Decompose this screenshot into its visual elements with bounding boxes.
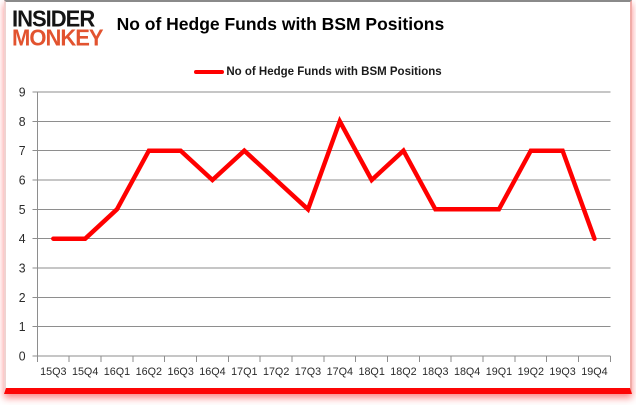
chart-title: No of Hedge Funds with BSM Positions — [116, 14, 445, 34]
x-axis-label: 15Q3 — [40, 366, 66, 378]
x-axis-label: 19Q3 — [549, 366, 575, 378]
logo-line-monkey: MONKEY — [12, 24, 104, 51]
x-axis-label: 19Q2 — [518, 366, 544, 378]
x-axis-label: 17Q3 — [295, 366, 321, 378]
x-axis-label: 15Q4 — [72, 366, 98, 378]
y-axis-label: 6 — [19, 173, 26, 187]
x-axis-label: 16Q1 — [104, 366, 130, 378]
y-axis-label: 0 — [19, 349, 26, 363]
x-axis-label: 16Q4 — [199, 366, 225, 378]
x-axis-label: 16Q3 — [167, 366, 193, 378]
y-axis-label: 2 — [19, 291, 26, 305]
line-chart-svg: 0 1 2 3 4 5 6 7 8 9 15Q3 15Q4 16Q1 16Q2 16Q3 16Q4 17Q1 17… — [19, 85, 611, 378]
chart-area: 0 1 2 3 4 5 6 7 8 9 15Q3 15Q4 16Q1 16Q2 16Q3 16Q4 17Q1 17… — [6, 84, 630, 389]
legend-line-swatch — [194, 70, 225, 74]
x-axis-label: 17Q1 — [231, 366, 257, 378]
header: INSIDER MONKEY No of Hedge Funds with BS… — [6, 2, 630, 57]
x-axis-label: 17Q2 — [263, 366, 289, 378]
legend: No of Hedge Funds with BSM Positions — [6, 64, 630, 80]
x-axis-label: 19Q1 — [486, 366, 512, 378]
x-axis-label: 18Q3 — [422, 366, 448, 378]
y-axis-label: 3 — [19, 261, 26, 275]
x-axis-label: 19Q4 — [581, 366, 607, 378]
y-axis-label: 7 — [19, 144, 26, 158]
y-axis-label: 9 — [19, 85, 26, 99]
x-axis-label: 18Q1 — [358, 366, 384, 378]
y-axis-label: 4 — [19, 232, 26, 246]
x-axis-label: 18Q2 — [390, 366, 416, 378]
chart-card: INSIDER MONKEY No of Hedge Funds with BS… — [4, 0, 632, 394]
y-axis-label: 5 — [19, 203, 26, 217]
y-axis-label: 8 — [19, 115, 26, 129]
series-line — [51, 115, 597, 241]
logo-line-insider: INSIDER — [12, 5, 95, 32]
y-axis-label: 1 — [19, 320, 26, 334]
x-axis-label: 17Q4 — [327, 366, 353, 378]
insider-monkey-logo: INSIDER MONKEY — [12, 5, 104, 51]
legend-label: No of Hedge Funds with BSM Positions — [226, 66, 442, 78]
x-axis-label: 18Q4 — [454, 366, 480, 378]
x-axis-label: 16Q2 — [136, 366, 162, 378]
